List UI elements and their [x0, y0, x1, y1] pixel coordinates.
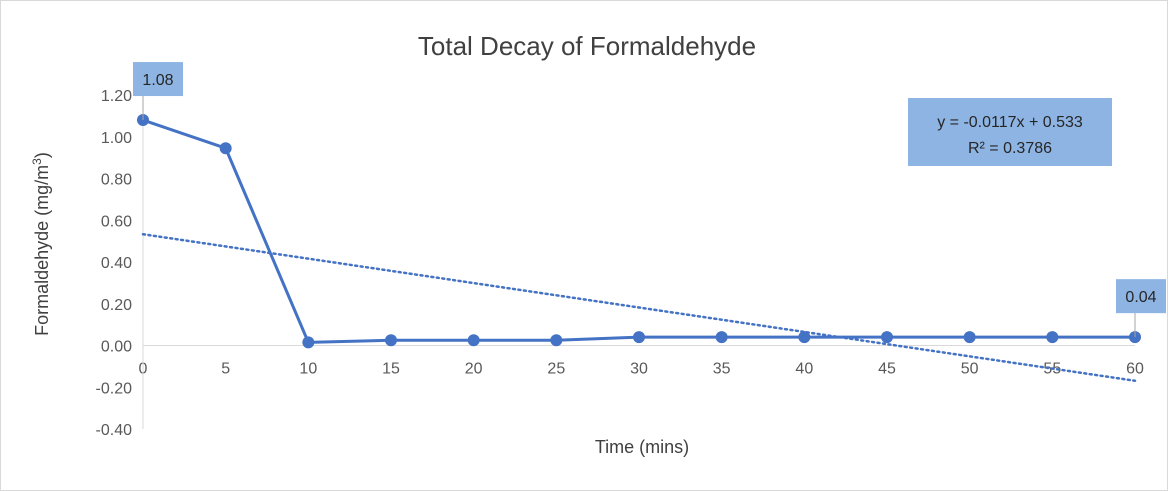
y-tick-label: 1.00	[101, 130, 132, 147]
x-tick-label: 10	[299, 361, 317, 378]
y-tick-label: 0.40	[101, 255, 132, 272]
data-label-box	[133, 62, 183, 97]
data-point	[550, 334, 563, 347]
data-point	[715, 331, 728, 344]
x-tick-label: 45	[878, 361, 896, 378]
series-group	[137, 114, 1141, 349]
y-tick-labels: 1.20 1.00 0.80 0.60 0.40 0.20 0.00 -0.20 -0.40	[96, 88, 133, 439]
x-tick-label: 20	[465, 361, 483, 378]
y-tick-label: 0.20	[101, 297, 132, 314]
trendline-r-squared: R² = 0.3786	[968, 140, 1052, 157]
data-label-group: 1.08 0.04	[133, 62, 1166, 338]
y-tick-label: 0.00	[101, 339, 132, 356]
y-axis-title-group: Formaldehyde (mg/m3)	[30, 152, 52, 336]
x-axis-title: Time (mins)	[595, 437, 689, 457]
x-tick-label: 15	[382, 361, 400, 378]
trendline-group	[141, 232, 1137, 383]
data-point	[385, 334, 397, 347]
x-tick-label: 40	[795, 361, 813, 378]
y-tick-label: -0.20	[96, 380, 133, 397]
trendline-equation-box: y = -0.0117x + 0.533 R² = 0.3786	[908, 98, 1112, 166]
chart-title: Total Decay of Formaldehyde	[418, 31, 756, 61]
x-tick-label: 35	[713, 361, 731, 378]
data-point	[467, 334, 480, 347]
data-point	[633, 331, 645, 344]
y-axis-title-main: Formaldehyde (mg/m	[32, 165, 52, 336]
y-tick-label: -0.40	[96, 422, 133, 439]
y-tick-label: 0.80	[101, 172, 132, 189]
data-point	[302, 336, 315, 349]
data-label: 0.04	[1125, 289, 1156, 306]
x-tick-label: 25	[547, 361, 565, 378]
data-label: 1.08	[142, 72, 173, 89]
y-axis-title: Formaldehyde (mg/m3)	[30, 152, 52, 336]
y-axis-title-end: )	[32, 152, 52, 158]
y-tick-label: 1.20	[101, 88, 132, 105]
data-point	[963, 331, 976, 344]
data-point	[798, 331, 811, 344]
x-tick-label: 60	[1126, 361, 1144, 378]
data-label-box	[1116, 279, 1166, 314]
data-point	[219, 142, 232, 155]
x-tick-label: 50	[961, 361, 979, 378]
equation-box-background	[908, 98, 1112, 166]
trendline-equation: y = -0.0117x + 0.533	[937, 114, 1083, 131]
y-axis-title-superscript: 3	[30, 158, 44, 165]
x-tick-label: 5	[221, 361, 230, 378]
x-tick-label: 30	[630, 361, 648, 378]
data-point	[1046, 331, 1059, 344]
y-tick-label: 0.60	[101, 213, 132, 230]
data-point	[881, 331, 893, 344]
trendline	[141, 232, 1137, 383]
